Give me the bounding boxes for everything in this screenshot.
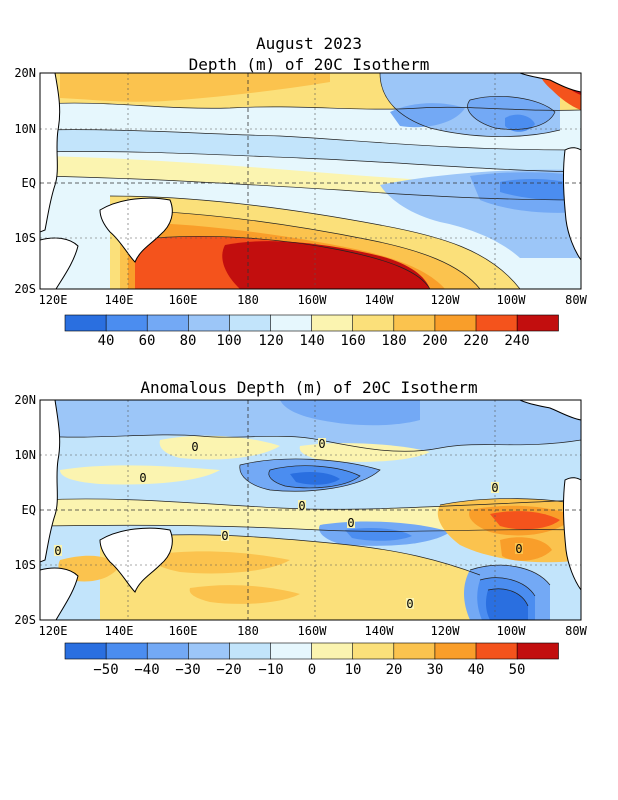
colorbar-swatch [475,642,518,660]
colorbar-label: 80 [180,333,197,349]
colorbar-label: 240 [504,333,529,349]
lon-label: 140W [365,293,395,307]
lon-label: 80W [565,624,587,638]
colorbar-label: 120 [258,333,283,349]
lon-label: 160W [298,293,328,307]
lat-label: 10N [14,122,36,136]
colorbar-swatch [105,314,148,332]
colorbar-swatch [311,642,354,660]
colorbar-label: −10 [258,662,283,678]
colorbar-swatch [146,314,189,332]
colorbar-swatch [146,642,189,660]
colorbar-label: −20 [216,662,241,678]
colorbar-swatch [352,642,395,660]
colorbar-swatch [434,642,477,660]
lon-label: 120W [431,293,461,307]
colorbar-swatch [188,642,231,660]
lat-label: 10S [14,231,36,245]
depth-map-panel [40,73,581,289]
month-title: August 2023 [256,34,362,53]
colorbar-swatch [105,642,148,660]
lon-label: 140W [365,624,395,638]
anomaly-colorbar [64,642,559,660]
lon-label: 100W [497,293,527,307]
contour-label: 0 [54,544,61,558]
colorbar-label: 20 [386,662,403,678]
lon-label: 160E [169,293,198,307]
colorbar-label: 100 [216,333,241,349]
lon-label: 180 [237,293,259,307]
colorbar-label: 180 [381,333,406,349]
lat-label: 10N [14,448,36,462]
contour-label: 0 [139,471,146,485]
contour-label: 0 [347,516,354,530]
colorbar-swatch [393,642,436,660]
colorbar-label: 40 [468,662,485,678]
colorbar-label: 10 [345,662,362,678]
panel-2-axis-labels: 20N 10N EQ 10S 20S 120E 140E 160E 180 16… [14,393,587,638]
lat-label: 10S [14,558,36,572]
lon-label: 120E [39,624,68,638]
lon-label: 100W [497,624,527,638]
lon-label: 180 [237,624,259,638]
colorbar-label: 200 [422,333,447,349]
contour-label: 0 [406,597,413,611]
lon-label: 80W [565,293,587,307]
colorbar-label: −30 [175,662,200,678]
colorbar-label: 160 [340,333,365,349]
contour-label: 0 [221,529,228,543]
contour-label: 0 [298,499,305,513]
colorbar-swatch [188,314,231,332]
map-frame-2 [39,399,582,621]
colorbar-label: 50 [509,662,526,678]
contour-label: 0 [515,542,522,556]
contour-label: 0 [191,440,198,454]
colorbar-swatch [475,314,518,332]
anomaly-map-panel: 0 0 0 0 0 0 0 0 0 0 [40,400,581,620]
colorbar-label: 60 [139,333,156,349]
colorbar-swatch [64,314,107,332]
colorbar-swatch [270,314,313,332]
zero-contour-labels: 0 0 0 0 0 0 0 0 0 0 [54,437,523,611]
colorbar-swatch [352,314,395,332]
lon-label: 120E [39,293,68,307]
lat-label: 20S [14,613,36,627]
lon-label: 120W [431,624,461,638]
colorbar-swatch [64,642,107,660]
lat-label: 20N [14,393,36,407]
lon-label: 140E [105,293,134,307]
lon-label: 140E [105,624,134,638]
colorbar-label: 140 [299,333,324,349]
lat-label: EQ [22,503,36,517]
lon-label: 160E [169,624,198,638]
lat-label: EQ [22,176,36,190]
lat-label: 20S [14,282,36,296]
colorbar-label: 40 [98,333,115,349]
contour-label: 0 [318,437,325,451]
colorbar-label: 220 [463,333,488,349]
colorbar-swatch [229,642,272,660]
colorbar-label: −40 [134,662,159,678]
anomaly-colorbar-labels: −50 −40 −30 −20 −10 0 10 20 30 40 50 [93,662,525,678]
colorbar-swatch [434,314,477,332]
colorbar-swatch [229,314,272,332]
colorbar-swatch [516,642,559,660]
contour-label: 0 [491,481,498,495]
lon-label: 160W [298,624,328,638]
colorbar-swatch [516,314,559,332]
colorbar-label: 0 [308,662,316,678]
colorbar-label: 30 [427,662,444,678]
depth-colorbar [64,314,559,332]
colorbar-label: −50 [93,662,118,678]
colorbar-swatch [393,314,436,332]
panel-2-title: Anomalous Depth (m) of 20C Isotherm [140,378,478,397]
panel-1-axis-labels: 20N 10N EQ 10S 20S 120E 140E 160E 180 16… [14,66,587,307]
depth-colorbar-labels: 40 60 80 100 120 140 160 180 200 220 240 [98,333,530,349]
lat-label: 20N [14,66,36,80]
colorbar-swatch [311,314,354,332]
panel-1-title: Depth (m) of 20C Isotherm [188,55,430,74]
colorbar-swatch [270,642,313,660]
map-frame-1 [39,72,582,290]
